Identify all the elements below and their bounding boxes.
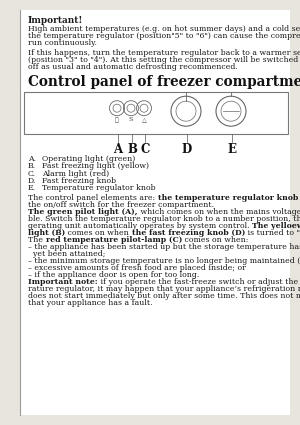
- Text: is turned to "S".: is turned to "S".: [245, 229, 300, 237]
- Text: (position "3" to "4"). At this setting the compressor will be switched on and: (position "3" to "4"). At this setting t…: [28, 56, 300, 64]
- Text: The control panel elements are:: The control panel elements are:: [28, 194, 158, 202]
- Text: Important!: Important!: [28, 16, 83, 25]
- Text: yet been attained;: yet been attained;: [28, 250, 105, 258]
- Text: E.: E.: [28, 184, 36, 192]
- Text: C: C: [140, 143, 150, 156]
- Text: – if the appliance door is open for too long.: – if the appliance door is open for too …: [28, 271, 200, 279]
- Text: The green pilot light (A),: The green pilot light (A),: [28, 208, 137, 216]
- Text: the on/off switch for the freezer compartment.: the on/off switch for the freezer compar…: [28, 201, 214, 209]
- Text: comes on when: comes on when: [65, 229, 131, 237]
- Text: The yelloew pilot: The yelloew pilot: [252, 222, 300, 230]
- FancyBboxPatch shape: [24, 92, 288, 134]
- Text: B: B: [127, 143, 137, 156]
- Text: if you operate the fast-freeze switch or adjust the tempe-: if you operate the fast-freeze switch or…: [98, 278, 300, 286]
- Text: the temperature regulator knob (E): the temperature regulator knob (E): [158, 194, 300, 202]
- Text: the temperature regulator (position"5" to "6") can cause the compressor to: the temperature regulator (position"5" t…: [28, 32, 300, 40]
- Text: A: A: [113, 143, 123, 156]
- Text: red temperature pilot-lamp (C): red temperature pilot-lamp (C): [46, 236, 182, 244]
- Text: D.: D.: [28, 177, 36, 185]
- Text: rature regulator, it may happen that your appliance’s refrigeration motor: rature regulator, it may happen that you…: [28, 285, 300, 293]
- Text: gerating unit automatically operates by system control.: gerating unit automatically operates by …: [28, 222, 252, 230]
- Text: run continuously.: run continuously.: [28, 40, 97, 48]
- Text: High ambient temperatures (e.g. on hot summer days) and a cold setting on: High ambient temperatures (e.g. on hot s…: [28, 25, 300, 33]
- Text: off as usual and automatic defrosting recommenced.: off as usual and automatic defrosting re…: [28, 63, 238, 71]
- Text: Alarm light (red): Alarm light (red): [42, 170, 109, 178]
- Text: E: E: [227, 143, 236, 156]
- Text: Operating light (green): Operating light (green): [42, 155, 135, 163]
- Text: The: The: [28, 236, 46, 244]
- Text: ble. Switch the temperature regulator knob to a number position, the refri-: ble. Switch the temperature regulator kn…: [28, 215, 300, 223]
- Text: D: D: [182, 143, 192, 156]
- Text: Temperature regulator knob: Temperature regulator knob: [42, 184, 156, 192]
- Text: A.: A.: [28, 155, 36, 163]
- Text: light (B): light (B): [28, 229, 65, 237]
- Text: that your appliance has a fault.: that your appliance has a fault.: [28, 299, 153, 307]
- Text: If this happens, turn the temperature regulator back to a warmer setting: If this happens, turn the temperature re…: [28, 48, 300, 57]
- Text: comes on when:: comes on when:: [182, 236, 248, 244]
- Text: B.: B.: [28, 162, 36, 170]
- Text: – the appliance has been started up but the storage temperature has not: – the appliance has been started up but …: [28, 243, 300, 251]
- Text: C.: C.: [28, 170, 36, 178]
- Text: Control panel of freezer compartment: Control panel of freezer compartment: [28, 75, 300, 89]
- Text: – excessive amounts of fresh food are placed inside; or: – excessive amounts of fresh food are pl…: [28, 264, 246, 272]
- Text: △: △: [142, 117, 146, 122]
- Text: – the minimum storage temperature is no longer being maintained (fault);: – the minimum storage temperature is no …: [28, 257, 300, 265]
- Text: ✱: ✱: [115, 117, 119, 123]
- FancyBboxPatch shape: [20, 10, 290, 415]
- Text: the fast freezing knob (D): the fast freezing knob (D): [131, 229, 245, 237]
- Text: Important note:: Important note:: [28, 278, 98, 286]
- Text: does not start immediately but only after some time. This does not mean: does not start immediately but only afte…: [28, 292, 300, 300]
- Text: Fast freezing knob: Fast freezing knob: [42, 177, 116, 185]
- Text: S: S: [129, 117, 133, 122]
- Text: which comes on when the mains voltage is avail-: which comes on when the mains voltage is…: [137, 208, 300, 216]
- Text: Fast freezing light (yellow): Fast freezing light (yellow): [42, 162, 149, 170]
